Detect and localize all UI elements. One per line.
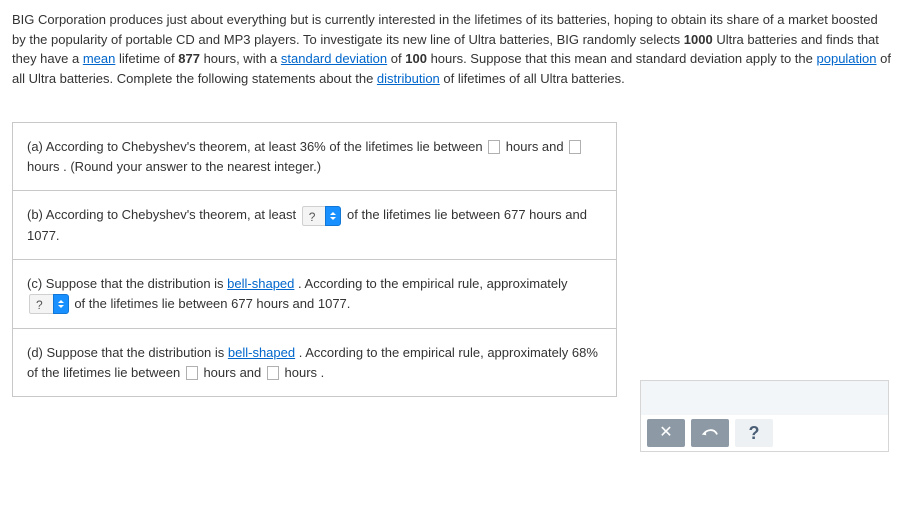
- clear-button[interactable]: ✕: [647, 419, 685, 447]
- q-b-select-value: ?: [302, 206, 326, 226]
- bell-shaped-link[interactable]: bell-shaped: [227, 276, 294, 291]
- q-a-text: hours . (Round your answer to the neares…: [27, 159, 321, 174]
- q-d-text: hours and: [203, 365, 264, 380]
- q-b-select[interactable]: ?: [302, 206, 342, 226]
- q-c-text: of the lifetimes lie between 677 hours a…: [74, 296, 350, 311]
- standard-deviation-link[interactable]: standard deviation: [281, 51, 387, 66]
- sample-size: 1000: [684, 32, 713, 47]
- intro-text: hours, with a: [204, 51, 281, 66]
- intro-text: hours. Suppose that this mean and standa…: [431, 51, 817, 66]
- undo-button[interactable]: [691, 419, 729, 447]
- q-d-text: (d) Suppose that the distribution is: [27, 345, 228, 360]
- answer-toolbar: ✕ ?: [640, 380, 889, 452]
- bell-shaped-link[interactable]: bell-shaped: [228, 345, 295, 360]
- q-c-text: . According to the empirical rule, appro…: [298, 276, 568, 291]
- question-b: (b) According to Chebyshev's theorem, at…: [13, 191, 616, 260]
- q-a-input-lower[interactable]: [488, 140, 500, 154]
- intro-paragraph: BIG Corporation produces just about ever…: [12, 10, 895, 88]
- distribution-link[interactable]: distribution: [377, 71, 440, 86]
- mean-value: 877: [178, 51, 200, 66]
- question-d: (d) Suppose that the distribution is bel…: [13, 329, 616, 396]
- q-d-text: hours .: [285, 365, 325, 380]
- toolbar-preview: [641, 381, 888, 415]
- question-a: (a) According to Chebyshev's theorem, at…: [13, 123, 616, 191]
- intro-text: of: [391, 51, 405, 66]
- help-button[interactable]: ?: [735, 419, 773, 447]
- intro-text: lifetime of: [119, 51, 178, 66]
- toolbar-buttons: ✕ ?: [641, 415, 888, 451]
- close-icon: ✕: [659, 421, 672, 445]
- q-d-input-upper[interactable]: [267, 366, 279, 380]
- stepper-icon: [325, 206, 341, 226]
- q-a-text: (a) According to Chebyshev's theorem, at…: [27, 139, 486, 154]
- mean-link[interactable]: mean: [83, 51, 116, 66]
- question-box: (a) According to Chebyshev's theorem, at…: [12, 122, 617, 397]
- q-c-text: (c) Suppose that the distribution is: [27, 276, 227, 291]
- help-icon: ?: [749, 420, 760, 447]
- q-a-text: hours and: [506, 139, 567, 154]
- stepper-icon: [53, 294, 69, 314]
- intro-text: of lifetimes of all Ultra batteries.: [443, 71, 624, 86]
- q-a-input-upper[interactable]: [569, 140, 581, 154]
- q-b-text: (b) According to Chebyshev's theorem, at…: [27, 207, 300, 222]
- question-c: (c) Suppose that the distribution is bel…: [13, 260, 616, 329]
- sd-value: 100: [405, 51, 427, 66]
- q-c-select-value: ?: [29, 294, 53, 314]
- population-link[interactable]: population: [817, 51, 877, 66]
- q-c-select[interactable]: ?: [29, 294, 69, 314]
- undo-icon: [701, 426, 719, 440]
- q-d-input-lower[interactable]: [186, 366, 198, 380]
